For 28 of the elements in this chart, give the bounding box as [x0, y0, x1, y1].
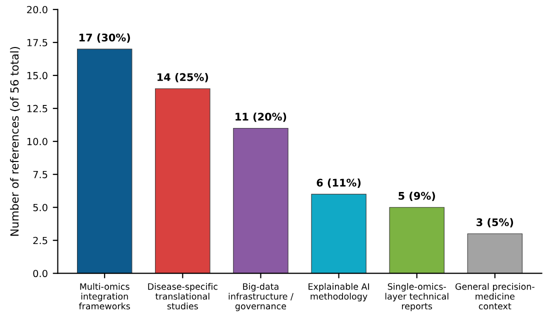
- y-tick-label: 12.5: [27, 104, 48, 112]
- bar: [76, 48, 132, 274]
- x-tick-label: Big-data infrastructure / governance: [228, 283, 294, 312]
- x-tick-label: General precision- medicine context: [455, 283, 534, 310]
- x-tick-label: Multi-omics integration frameworks: [78, 283, 130, 310]
- bar: [311, 194, 366, 274]
- y-tick-label: 2.5: [33, 236, 48, 244]
- bar: [467, 233, 523, 274]
- data-label: 3 (5%): [476, 218, 514, 228]
- x-tick-label: Single-omics- layer technical reports: [385, 283, 448, 312]
- y-tick-label: 5.0: [33, 204, 48, 212]
- y-tick-label: 15.0: [27, 72, 48, 80]
- x-tick-label: Explainable AI methodology: [308, 283, 369, 302]
- data-label: 5 (9%): [398, 192, 435, 202]
- y-tick-label: 20.0: [27, 6, 48, 14]
- y-tick-label: 7.5: [33, 171, 48, 178]
- bar: [233, 128, 288, 274]
- x-tick-label: Disease-specific translational studies: [148, 283, 218, 310]
- y-tick-label: 0.0: [33, 270, 48, 278]
- data-label: 14 (25%): [158, 73, 208, 82]
- y-tick-label: 17.5: [27, 39, 48, 46]
- bar: [389, 207, 444, 274]
- data-label: 6 (11%): [316, 178, 361, 188]
- bar: [155, 88, 210, 274]
- data-label: 17 (30%): [79, 33, 130, 43]
- y-axis-title: Number of references (of 56 total): [10, 46, 20, 236]
- data-label: 11 (20%): [236, 112, 286, 122]
- y-tick-label: 10.0: [27, 138, 48, 146]
